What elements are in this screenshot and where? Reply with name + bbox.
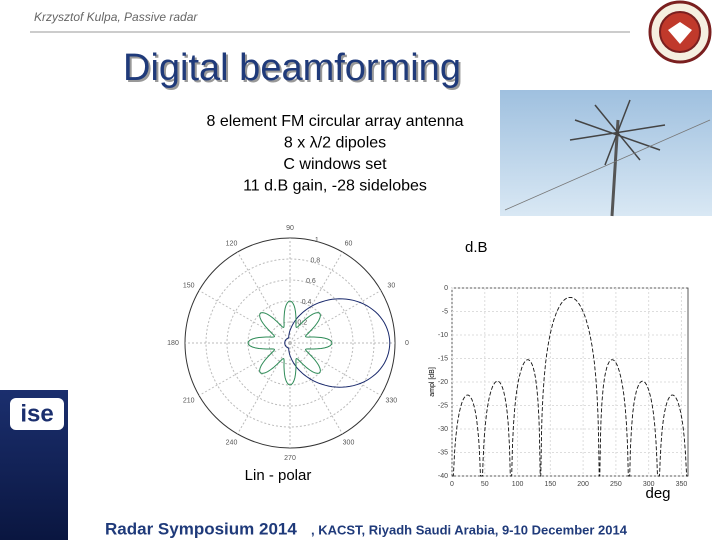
angle-label: 300 <box>343 439 355 446</box>
polar-spoke <box>198 342 291 396</box>
y-tick-label: -30 <box>438 426 448 433</box>
angle-label: 0 <box>405 340 409 347</box>
y-axis-label: ampl [dB] <box>429 367 436 397</box>
header-author: Krzysztof Kulpa, Passive radar <box>34 10 198 24</box>
angle-label: 150 <box>183 282 195 289</box>
polar-spoke <box>289 342 343 435</box>
emblem <box>648 0 712 64</box>
title: Digital beamforming <box>123 47 461 89</box>
polar-spoke <box>289 251 343 344</box>
x-tick-label: 200 <box>577 481 589 488</box>
db-x-unit: deg <box>645 485 670 502</box>
x-tick-label: 150 <box>544 481 556 488</box>
angle-label: 180 <box>167 340 179 347</box>
x-tick-label: 300 <box>643 481 655 488</box>
y-tick-label: -5 <box>442 308 448 315</box>
logo-text: ise <box>20 400 53 427</box>
y-tick-label: -15 <box>438 355 448 362</box>
angle-label: 330 <box>385 397 397 404</box>
polar-ring <box>226 279 354 407</box>
y-tick-label: -20 <box>438 379 448 386</box>
polar-spoke <box>237 251 291 344</box>
bullet: 8 element FM circular array antenna <box>207 113 464 130</box>
beam-curve <box>284 298 391 388</box>
logo-box <box>10 398 64 430</box>
radial-label: 0.6 <box>306 278 316 285</box>
y-tick-label: -40 <box>438 473 448 480</box>
beam-pattern <box>452 296 688 477</box>
radial-label: 1 <box>315 237 319 244</box>
x-tick-label: 250 <box>610 481 622 488</box>
polar-spoke <box>289 342 382 396</box>
y-tick-label: -35 <box>438 449 448 456</box>
x-tick-label: 0 <box>450 481 454 488</box>
db-plot: 0-5-10-15-20-25-30-35-400 50 100 150 200 250 3… <box>428 276 692 492</box>
footer-event: Radar Symposium 2014 <box>105 519 297 538</box>
radial-label: 0.4 <box>302 299 312 306</box>
polar-spoke <box>198 290 291 344</box>
footer-details: , KACST, Riyadh Saudi Arabia, 9-10 Decem… <box>311 522 628 537</box>
radial-label: 0.8 <box>310 258 320 265</box>
y-tick-label: 0 <box>444 285 448 292</box>
polar-spoke <box>237 342 291 435</box>
x-tick-label: 350 <box>676 481 688 488</box>
angle-label: 90 <box>286 225 294 232</box>
y-tick-label: -10 <box>438 332 448 339</box>
bullet: C windows set <box>283 156 387 173</box>
y-tick-label: -25 <box>438 402 448 409</box>
db-unit: d.B <box>465 239 488 256</box>
element-curve <box>247 300 333 386</box>
x-tick-label: 100 <box>512 481 524 488</box>
polar-caption: Lin - polar <box>245 467 312 484</box>
angle-label: 120 <box>226 240 238 247</box>
bullet: 8 x λ/2 dipoles <box>284 135 386 152</box>
title-shadow: Digital beamforming <box>125 49 463 91</box>
angle-label: 60 <box>345 240 353 247</box>
bullet: 11 d.B gain, -28 sidelobes <box>243 178 427 195</box>
polar-spoke <box>289 290 382 344</box>
angle-label: 270 <box>284 455 296 462</box>
angle-label: 240 <box>226 439 238 446</box>
antenna-photo <box>500 90 712 217</box>
angle-label: 30 <box>387 282 395 289</box>
angle-label: 210 <box>183 397 195 404</box>
x-tick-label: 50 <box>481 481 489 488</box>
